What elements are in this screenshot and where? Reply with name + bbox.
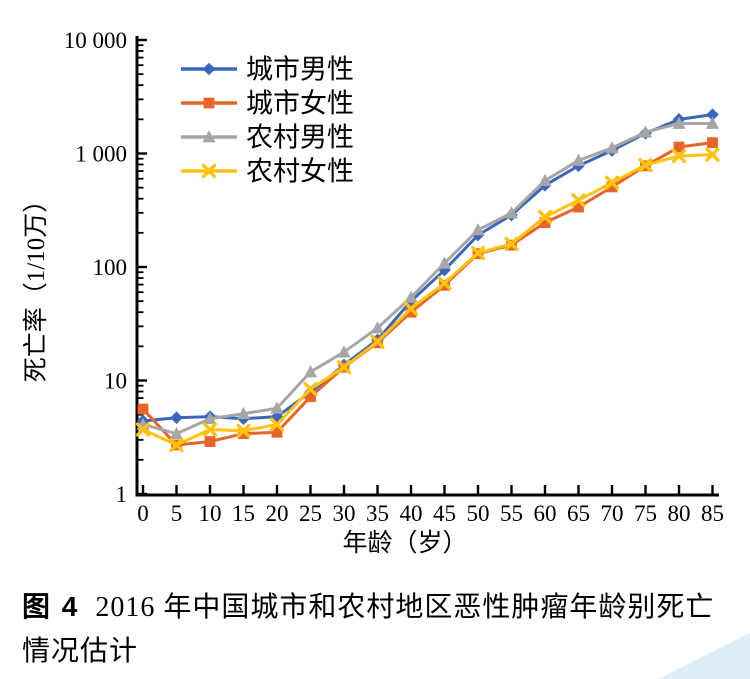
series-rural-female-marker xyxy=(437,276,452,291)
series-rural-male-marker xyxy=(571,153,586,166)
x-axis-tick-label: 0 xyxy=(137,501,149,526)
legend-label-rural-female: 农村女性 xyxy=(246,157,354,187)
series-urban-female-marker xyxy=(305,391,316,403)
y-axis-tick-label: 10 xyxy=(104,369,127,394)
series-rural-female-marker xyxy=(705,147,720,162)
series-rural-male-marker xyxy=(337,345,351,358)
x-axis-tick-label: 20 xyxy=(266,501,289,526)
x-axis-tick-label: 30 xyxy=(333,501,356,526)
y-axis-tick-label: 10 000 xyxy=(64,28,127,53)
series-rural-male-marker xyxy=(270,401,284,414)
y-axis-tick-label: 1 xyxy=(116,482,128,507)
x-axis-tick-label: 70 xyxy=(601,501,624,526)
series-rural-male-marker xyxy=(605,141,619,154)
series-urban-female-line xyxy=(141,141,714,447)
series-rural-male-marker xyxy=(538,173,552,187)
series-rural-female-marker xyxy=(370,334,385,349)
x-axis-tick-label: 60 xyxy=(534,501,557,526)
y-axis-tick-label: 1 000 xyxy=(75,142,127,167)
x-axis-tick-label: 55 xyxy=(500,501,523,526)
x-axis-tick-label: 80 xyxy=(668,501,691,526)
x-axis-tick-label: 10 xyxy=(199,501,222,526)
series-urban-female-marker xyxy=(405,306,417,318)
series-rural-male-marker xyxy=(303,365,318,378)
series-rural-female-marker xyxy=(671,148,687,164)
figure-caption-number: 图 4 xyxy=(22,591,80,622)
legend-swatch-marker-rural-female xyxy=(201,163,217,179)
series-urban-male-marker xyxy=(706,108,719,121)
legend-swatch-marker-urban-male xyxy=(202,62,216,76)
series-rural-male-marker xyxy=(705,116,720,129)
series-rural-male-marker xyxy=(437,256,452,269)
series-rural-male-marker xyxy=(404,290,418,303)
legend-label-urban-female: 城市女性 xyxy=(246,89,354,119)
series-rural-male-marker xyxy=(471,223,485,236)
series-rural-male-marker xyxy=(672,116,686,129)
x-axis-tick-label: 45 xyxy=(433,501,456,526)
series-rural-female-marker xyxy=(403,301,419,316)
figure-caption-text-line2: 情况估计 xyxy=(22,636,139,667)
mortality-age-line-chart: 1 10 100 1 000 10 000 0 5 10 15 20 25 30 35 40 45 50 55 6… xyxy=(22,28,724,557)
y-axis-title: 死亡率（1/10万） xyxy=(22,188,50,382)
series-urban-male-line xyxy=(141,113,714,423)
figure-caption-text-line1: 2016 年中国城市和农村地区恶性肿瘤年龄别死亡 xyxy=(95,592,715,623)
legend-label-urban-male: 城市男性 xyxy=(246,55,354,85)
legend-swatch-marker-rural-male xyxy=(202,130,216,143)
legend-swatch-marker-urban-female xyxy=(203,97,215,109)
x-axis-tick-label: 5 xyxy=(171,501,183,526)
series-rural-male-marker xyxy=(504,206,519,219)
x-axis-tick-label: 15 xyxy=(232,501,255,526)
series-rural-female-marker xyxy=(236,423,251,438)
series-urban-female-marker xyxy=(707,137,718,149)
series-rural-female-marker xyxy=(604,175,620,190)
series-rural-female-marker xyxy=(202,422,218,437)
series-rural-male-marker xyxy=(370,321,385,334)
series-urban-female-marker xyxy=(673,141,685,153)
series-rural-female-line xyxy=(141,153,714,447)
figure-caption: 图 4 2016 年中国城市和农村地区恶性肿瘤年龄别死亡 情况估计 xyxy=(22,585,728,674)
x-axis-tick-label: 40 xyxy=(400,501,423,526)
series-rural-male-marker xyxy=(236,406,251,420)
series-rural-female-marker xyxy=(470,245,486,261)
y-axis-tick-label: 100 xyxy=(93,255,128,280)
x-axis-tick-label: 50 xyxy=(467,501,490,526)
series-rural-male-marker xyxy=(638,125,653,138)
series-urban-female-marker xyxy=(539,217,551,229)
series-urban-female-marker xyxy=(204,436,216,447)
series-rural-female-marker xyxy=(638,158,653,173)
series-rural-female-marker xyxy=(303,381,318,397)
series-urban-female-marker xyxy=(606,181,618,193)
x-axis-tick-label: 65 xyxy=(567,501,590,526)
series-urban-female-marker xyxy=(271,426,283,438)
series-rural-male-marker xyxy=(169,426,184,440)
x-axis-tick-label: 85 xyxy=(701,501,724,526)
series-urban-female-marker xyxy=(238,428,249,440)
series-rural-female-marker xyxy=(504,236,519,251)
series-rural-female-marker xyxy=(269,417,285,432)
series-urban-male-marker xyxy=(170,411,183,425)
series-rural-female-marker xyxy=(336,360,352,375)
series-urban-female-marker xyxy=(573,201,584,213)
x-axis-title: 年龄（岁） xyxy=(342,529,467,557)
series-rural-female-marker xyxy=(169,437,184,453)
series-rural-female-marker xyxy=(537,209,553,225)
figure-chart-area: 1 10 100 1 000 10 000 0 5 10 15 20 25 30 35 40 45 50 55 6… xyxy=(22,28,724,557)
legend-label-rural-male: 农村男性 xyxy=(246,123,354,153)
series-rural-female-marker xyxy=(135,422,151,437)
x-axis-tick-label: 25 xyxy=(299,501,322,526)
x-axis-tick-label: 35 xyxy=(366,501,389,526)
series-rural-male-line xyxy=(141,121,714,436)
series-rural-female-marker xyxy=(571,193,586,208)
x-axis-tick-label: 75 xyxy=(634,501,657,526)
series-rural-male-marker xyxy=(203,411,217,425)
series-urban-female-marker xyxy=(137,403,149,415)
